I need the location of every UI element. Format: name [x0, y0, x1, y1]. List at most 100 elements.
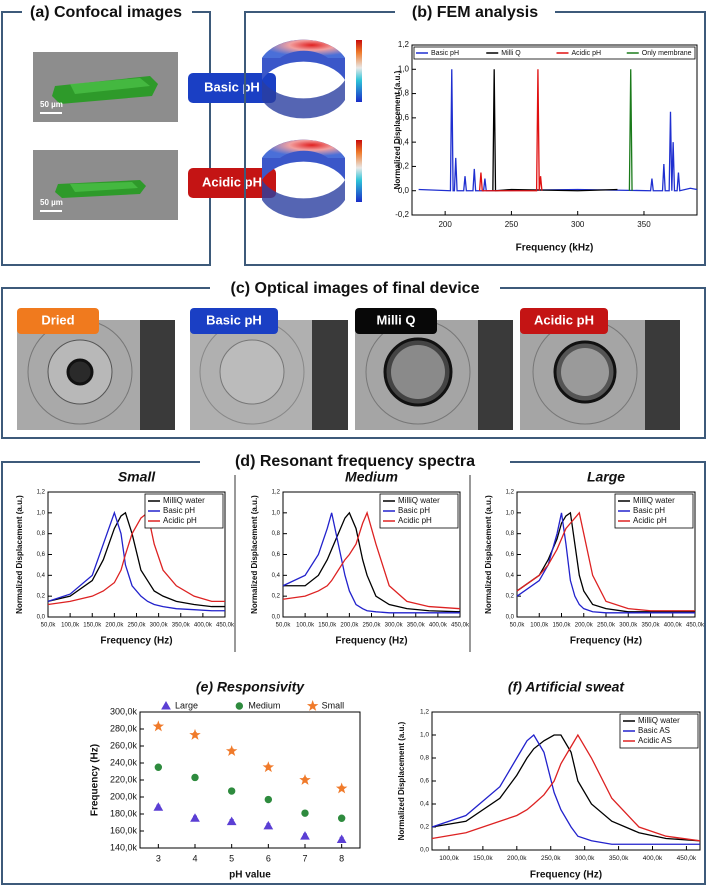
marker: [152, 720, 165, 732]
x-tick-label: 350,0k: [609, 855, 629, 862]
x-tick-label: 150,0k: [83, 623, 102, 629]
marker: [264, 795, 273, 804]
y-tick-label: 0,2: [37, 594, 46, 600]
y-axis-label: Normalized Displacement (a.u.): [250, 495, 259, 614]
marker: [301, 809, 309, 817]
y-axis-label: Normalized Displacement (a.u.): [15, 495, 24, 614]
panel-frame: [1, 461, 706, 885]
device-photo: [520, 319, 680, 430]
y-tick-label: 260,0k: [110, 740, 138, 750]
marker: [227, 787, 236, 795]
x-tick-label: 50,0k: [276, 623, 292, 629]
y-tick-label: 0,0: [37, 615, 46, 621]
y-tick-label: 0,0: [398, 186, 410, 195]
x-tick-label: 400,0k: [643, 855, 663, 862]
marker: [190, 813, 200, 822]
chart-title: (e) Responsivity: [196, 679, 305, 695]
y-tick-label: 0,4: [420, 801, 429, 808]
badge-text: Dried: [41, 312, 74, 327]
panel-frame: [1, 11, 211, 266]
x-tick-label: 8: [339, 853, 344, 863]
y-tick-label: 0,2: [420, 824, 429, 831]
x-tick-label: 350,0k: [172, 623, 191, 629]
marker: [226, 816, 237, 826]
y-tick-label: 1,2: [398, 40, 410, 49]
marker: [225, 745, 238, 756]
y-tick-label: -0,2: [395, 210, 409, 219]
y-tick-label: 300,0k: [110, 706, 138, 716]
series-line: [47, 511, 225, 606]
x-tick-label: 450,0k: [451, 623, 470, 629]
x-tick-label: 300: [571, 220, 585, 229]
series-line: [282, 510, 461, 610]
y-tick-label: 0,4: [506, 573, 515, 579]
marker: [262, 761, 275, 773]
y-tick-label: 0,0: [272, 615, 281, 621]
y-tick-label: 1,2: [420, 709, 429, 716]
x-tick-label: 350,0k: [407, 623, 426, 629]
marker: [336, 834, 347, 843]
title-backing: [395, 2, 555, 24]
legend-label: Acidic pH: [398, 516, 432, 525]
y-tick-label: 200,0k: [110, 791, 138, 801]
marker: [154, 763, 163, 771]
x-tick-label: 200: [438, 220, 452, 229]
legend-label: Acidic pH: [163, 516, 197, 525]
x-axis-label: Frequency (Hz): [570, 636, 642, 647]
x-tick-label: 450,0k: [677, 855, 697, 862]
x-tick-label: 150,0k: [552, 623, 571, 629]
title-backing: [200, 451, 510, 473]
marker: [189, 728, 201, 740]
series-line: [283, 511, 461, 613]
y-tick-label: 0,2: [398, 162, 410, 171]
title-backing: [22, 2, 192, 24]
y-tick-label: 0,8: [398, 89, 410, 98]
y-tick-label: 0,8: [272, 531, 281, 537]
x-tick-label: 200,0k: [575, 623, 594, 629]
legend-box: [413, 46, 696, 60]
marker: [299, 773, 311, 785]
y-tick-label: 1,0: [420, 732, 429, 739]
legend-label: MilliQ water: [638, 716, 680, 725]
y-tick-label: 220,0k: [110, 774, 138, 784]
legend-swatch: [161, 700, 171, 710]
legend-label: MilliQ water: [398, 496, 440, 505]
y-tick-label: 0,6: [506, 552, 515, 558]
y-tick-label: 280,0k: [110, 723, 138, 733]
chart-title: Small: [118, 469, 156, 485]
x-tick-label: 400,0k: [429, 623, 448, 629]
panel-title: (b) FEM analysis: [412, 4, 538, 21]
y-tick-label: 1,2: [37, 490, 46, 496]
y-tick-label: 0,2: [506, 594, 515, 600]
legend-label: Large: [175, 700, 198, 710]
legend-label: Acidic pH: [633, 516, 667, 525]
legend-label: Basic AS: [638, 726, 670, 735]
y-axis-label: Normalized Displacement (a.u.): [393, 70, 402, 189]
y-tick-label: 1,0: [398, 64, 410, 73]
label-badge: [355, 308, 437, 334]
y-tick-label: 0,6: [37, 552, 46, 558]
series-line: [47, 510, 225, 612]
x-tick-label: 6: [266, 853, 271, 863]
x-tick-label: 150,0k: [318, 623, 337, 629]
y-tick-label: 0,6: [420, 778, 429, 785]
x-tick-label: 3: [156, 853, 161, 863]
confocal-image: 50 µm: [33, 52, 178, 122]
y-axis-label: Normalized Displacement (a.u.): [484, 495, 493, 614]
x-tick-label: 100,0k: [61, 623, 80, 629]
series-line: [282, 512, 460, 614]
x-tick-label: 150,0k: [473, 855, 493, 862]
y-tick-label: 140,0k: [110, 842, 138, 852]
x-tick-label: 50,0k: [510, 623, 526, 629]
plot-frame: [411, 44, 698, 216]
legend-label: MilliQ water: [633, 496, 675, 505]
series-line: [516, 511, 695, 612]
y-tick-label: 180,0k: [110, 808, 138, 818]
series-line: [492, 69, 618, 192]
series-line: [418, 69, 698, 192]
x-tick-label: 400,0k: [194, 623, 213, 629]
y-tick-label: 1,0: [506, 510, 515, 516]
x-tick-label: 450,0k: [686, 623, 705, 629]
confocal-image: 50 µm: [33, 150, 178, 220]
y-tick-label: 1,2: [272, 490, 281, 496]
